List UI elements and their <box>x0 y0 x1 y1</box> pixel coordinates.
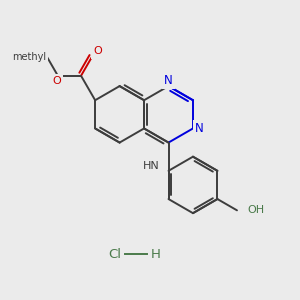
Text: O: O <box>52 76 61 86</box>
Text: H: H <box>150 248 160 260</box>
Text: O: O <box>93 46 102 56</box>
Text: OH: OH <box>248 205 265 215</box>
Text: HN: HN <box>143 161 160 171</box>
Text: N: N <box>164 74 173 87</box>
Text: N: N <box>195 122 204 135</box>
Text: Cl: Cl <box>108 248 121 260</box>
Text: methyl: methyl <box>12 52 46 62</box>
Text: methyl: methyl <box>12 52 46 62</box>
